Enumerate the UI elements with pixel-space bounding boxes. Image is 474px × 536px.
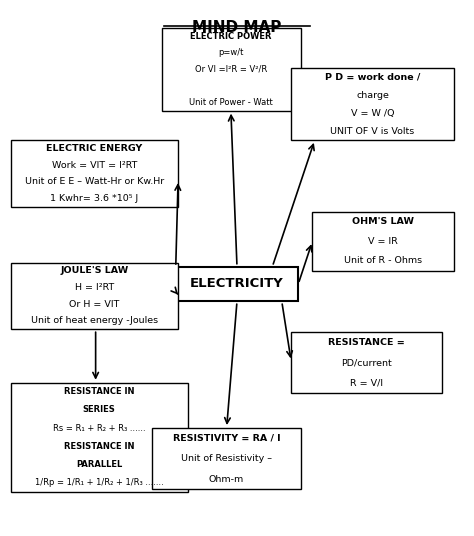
Text: H = I²RT: H = I²RT — [75, 283, 114, 292]
Text: Work = VIT = I²RT: Work = VIT = I²RT — [52, 160, 137, 169]
Text: R = V/I: R = V/I — [350, 378, 383, 388]
Bar — [162, 28, 301, 111]
Bar — [11, 383, 188, 492]
Text: 1 Kwhr= 3.6 *10⁵ J: 1 Kwhr= 3.6 *10⁵ J — [50, 194, 138, 203]
Text: RESISTANCE IN: RESISTANCE IN — [64, 442, 135, 451]
Text: Unit of heat energy -Joules: Unit of heat energy -Joules — [31, 316, 158, 325]
Text: Or H = VIT: Or H = VIT — [69, 300, 119, 309]
Text: JOULE'S LAW: JOULE'S LAW — [60, 266, 128, 276]
Text: MIND MAP: MIND MAP — [192, 20, 282, 35]
Text: PD/current: PD/current — [341, 358, 392, 367]
Text: Unit of R - Ohms: Unit of R - Ohms — [344, 256, 422, 265]
Text: UNIT OF V is Volts: UNIT OF V is Volts — [330, 126, 415, 136]
Bar — [11, 140, 178, 207]
Text: SERIES: SERIES — [83, 405, 116, 414]
Text: Ohm-m: Ohm-m — [209, 474, 244, 483]
Text: P D = work done /: P D = work done / — [325, 72, 420, 81]
Text: ELECTRIC ENERGY: ELECTRIC ENERGY — [46, 144, 143, 153]
Text: 1/Rp = 1/R₁ + 1/R₂ + 1/R₃ .......: 1/Rp = 1/R₁ + 1/R₂ + 1/R₃ ....... — [35, 478, 164, 487]
Text: Unit of Resistivity –: Unit of Resistivity – — [181, 454, 272, 463]
Text: OHM'S LAW: OHM'S LAW — [352, 217, 414, 226]
Text: V = IR: V = IR — [368, 237, 398, 246]
Text: p=w/t: p=w/t — [219, 48, 244, 57]
Text: Or VI =I²R = V²/R: Or VI =I²R = V²/R — [195, 65, 267, 74]
Text: RESISTANCE IN: RESISTANCE IN — [64, 387, 135, 396]
Text: PARALLEL: PARALLEL — [76, 460, 122, 469]
Text: ELECTRIC POWER: ELECTRIC POWER — [191, 32, 272, 41]
Bar — [291, 332, 442, 393]
Bar — [291, 68, 454, 140]
Text: ELECTRICITY: ELECTRICITY — [190, 278, 284, 291]
Text: Unit of Power - Watt: Unit of Power - Watt — [189, 98, 273, 107]
Text: Unit of E E – Watt-Hr or Kw.Hr: Unit of E E – Watt-Hr or Kw.Hr — [25, 177, 164, 186]
Text: RESISTIVITY = RA / l: RESISTIVITY = RA / l — [173, 434, 280, 443]
Bar — [312, 212, 454, 271]
Text: RESISTANCE =: RESISTANCE = — [328, 338, 405, 347]
Text: V = W /Q: V = W /Q — [351, 108, 394, 117]
Bar — [152, 428, 301, 489]
Text: Rs = R₁ + R₂ + R₃ ......: Rs = R₁ + R₂ + R₃ ...... — [53, 423, 146, 433]
Text: charge: charge — [356, 91, 389, 100]
Bar — [11, 263, 178, 329]
Bar — [176, 267, 298, 301]
